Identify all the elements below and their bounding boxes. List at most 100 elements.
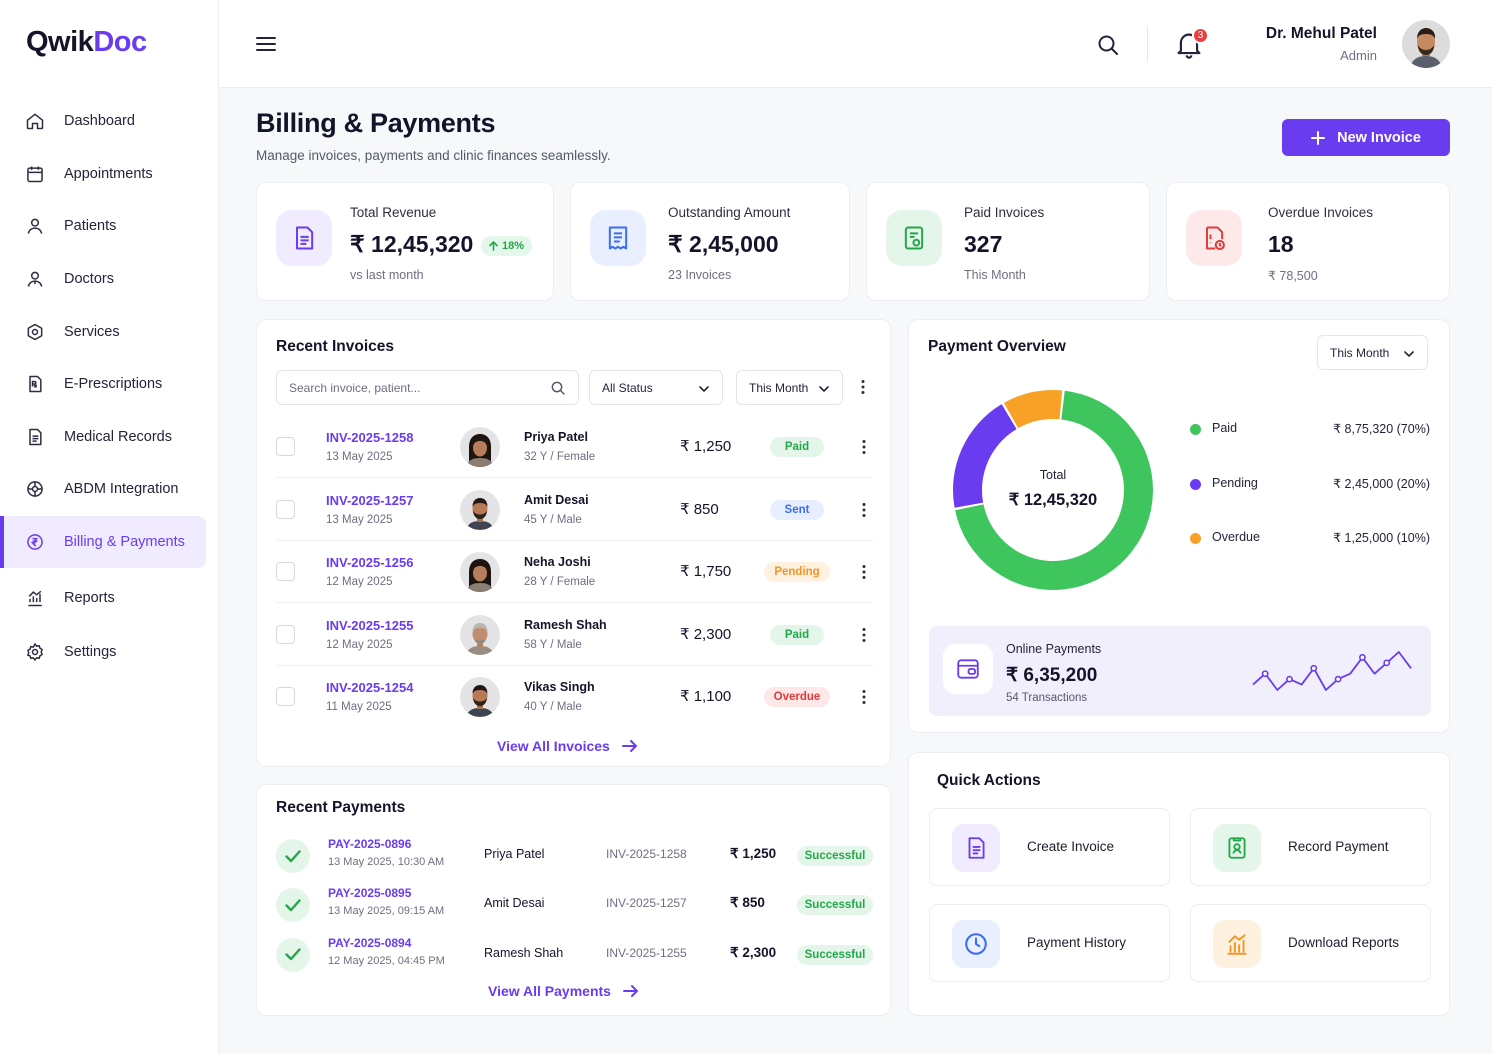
sidebar-item-patients[interactable]: Patients	[0, 200, 219, 252]
chart-icon	[28, 590, 42, 607]
receipt-icon	[590, 210, 646, 266]
sidebar-item-abdm-integration[interactable]: ABDM Integration	[0, 463, 219, 515]
brand-logo[interactable]: QwikDoc	[26, 26, 147, 59]
row-checkbox[interactable]	[276, 562, 295, 582]
list-item[interactable]: PAY-2025-0894 12 May 2025, 04:45 PM Ramesh…	[276, 932, 874, 981]
sidebar-item-reports[interactable]: Reports	[0, 572, 219, 624]
payment-amount: ₹ 2,300	[730, 944, 777, 960]
check-circle-icon	[276, 888, 310, 923]
clock-icon	[952, 920, 1000, 968]
sidebar-item-e-prescriptions[interactable]: E-Prescriptions	[0, 358, 219, 410]
download-reports-button[interactable]: Download Reports	[1190, 904, 1431, 982]
more-options-icon[interactable]	[856, 502, 872, 518]
list-item[interactable]: PAY-2025-0895 13 May 2025, 09:15 AM Amit D…	[276, 882, 874, 931]
sidebar-item-appointments[interactable]: Appointments	[0, 148, 219, 200]
status-badge: Overdue	[764, 687, 830, 708]
payment-id[interactable]: PAY-2025-0896	[328, 837, 412, 851]
row-checkbox[interactable]	[276, 437, 295, 456]
period-filter-select[interactable]: This Month	[736, 370, 843, 405]
payment-history-button[interactable]: Payment History	[929, 904, 1170, 982]
integration-icon	[27, 481, 43, 497]
stat-card-total-revenue: Total Revenue ₹ 12,45,320 18% vs last mo…	[256, 182, 554, 301]
patient-meta: 58 Y / Male	[524, 638, 582, 651]
sidebar-item-label: E-Prescriptions	[64, 376, 163, 392]
status-badge: Successful	[797, 846, 873, 866]
record-payment-button[interactable]: Record Payment	[1190, 808, 1431, 886]
search-placeholder: Search invoice, patient...	[289, 380, 421, 395]
chevron-down-icon	[1404, 351, 1414, 358]
more-options-icon[interactable]	[856, 689, 872, 705]
overview-period-value: This Month	[1330, 345, 1390, 360]
avatar[interactable]	[1402, 20, 1450, 68]
table-row[interactable]: INV-2025-1257 13 May 2025 Amit Desai 45 Y /…	[276, 479, 873, 541]
period-filter-value: This Month	[749, 380, 809, 395]
sidebar-item-billing-payments[interactable]: Billing & Payments	[0, 516, 206, 568]
status-badge: Paid	[770, 437, 824, 457]
list-item[interactable]: PAY-2025-0896 13 May 2025, 10:30 AM Priya …	[276, 833, 874, 882]
table-row[interactable]: INV-2025-1255 12 May 2025 Ramesh Shah 58 Y …	[276, 604, 873, 666]
patient-name: Amit Desai	[524, 492, 589, 507]
legend-dot	[1190, 533, 1201, 544]
table-row[interactable]: INV-2025-1254 11 May 2025 Vikas Singh 40 Y …	[276, 666, 873, 728]
sidebar-item-services[interactable]: Services	[0, 306, 219, 358]
invoice-id[interactable]: INV-2025-1257	[326, 492, 414, 508]
sidebar-item-dashboard[interactable]: Dashboard	[0, 95, 219, 147]
sidebar-item-medical-records[interactable]: Medical Records	[0, 411, 219, 463]
user-name[interactable]: Dr. Mehul Patel	[1265, 25, 1377, 42]
quick-action-label: Create Invoice	[1027, 839, 1115, 854]
table-row[interactable]: INV-2025-1258 13 May 2025 Priya Patel 32 Y …	[276, 416, 873, 478]
avatar	[460, 677, 500, 718]
more-options-icon[interactable]	[856, 564, 872, 580]
create-invoice-button[interactable]: Create Invoice	[929, 808, 1170, 886]
calendar-icon	[27, 166, 43, 183]
check-circle-icon	[276, 839, 310, 873]
view-all-invoices-link[interactable]: View All Invoices	[497, 738, 638, 754]
donut-slice-pending	[953, 404, 1017, 508]
row-checkbox[interactable]	[276, 687, 295, 707]
table-row[interactable]: INV-2025-1256 12 May 2025 Neha Joshi 28 Y /…	[276, 541, 873, 604]
new-invoice-button[interactable]: New Invoice	[1282, 119, 1450, 156]
donut-center-label: Total	[1039, 468, 1067, 482]
new-invoice-label: New Invoice	[1337, 129, 1421, 146]
sparkline-point	[1383, 659, 1391, 667]
trend-badge: 18%	[481, 236, 533, 256]
chevron-down-icon	[699, 386, 709, 393]
search-icon[interactable]	[1096, 33, 1120, 57]
invoice-date: 11 May 2025	[326, 701, 392, 714]
patient-name: Vikas Singh	[524, 680, 595, 695]
hamburger-menu-icon[interactable]	[255, 34, 277, 54]
more-options-icon[interactable]	[855, 379, 871, 395]
legend-dot	[1190, 478, 1201, 490]
overview-period-select[interactable]: This Month	[1317, 335, 1428, 370]
status-filter-value: All Status	[602, 380, 653, 395]
row-checkbox[interactable]	[276, 624, 295, 644]
payer-name: Amit Desai	[484, 896, 545, 911]
invoice-id[interactable]: INV-2025-1255	[326, 617, 414, 633]
invoice-id[interactable]: INV-2025-1258	[326, 430, 414, 445]
payment-id[interactable]: PAY-2025-0895	[328, 886, 412, 901]
recent-invoices-card: Recent Invoices Search invoice, patient.…	[256, 319, 891, 767]
more-options-icon[interactable]	[856, 627, 872, 643]
payment-donut-chart	[953, 390, 1153, 590]
view-all-payments-link[interactable]: View All Payments	[488, 983, 639, 999]
top-bar: 3 Dr. Mehul Patel Admin	[219, 0, 1492, 88]
sidebar-item-settings[interactable]: Settings	[0, 626, 219, 678]
sidebar-item-doctors[interactable]: Doctors	[0, 253, 219, 305]
invoice-id[interactable]: INV-2025-1256	[326, 555, 414, 571]
payment-id[interactable]: PAY-2025-0894	[328, 935, 412, 950]
section-title: Quick Actions	[937, 772, 1041, 789]
sparkline-point	[1310, 664, 1318, 672]
donut-slice-overdue	[1003, 390, 1063, 429]
sidebar-item-label: Doctors	[64, 271, 114, 287]
payment-amount: ₹ 1,250	[730, 846, 777, 861]
status-filter-select[interactable]: All Status	[589, 370, 723, 405]
online-payments-box: Online Payments ₹ 6,35,200 54 Transactio…	[929, 626, 1431, 716]
invoice-id[interactable]: INV-2025-1254	[326, 680, 414, 696]
legend-label: Overdue	[1212, 530, 1260, 544]
invoice-search-input[interactable]: Search invoice, patient...	[276, 370, 579, 405]
invoice-amount: ₹ 1,250	[680, 438, 732, 455]
row-checkbox[interactable]	[276, 499, 295, 519]
more-options-icon[interactable]	[856, 439, 872, 455]
section-title: Payment Overview	[928, 338, 1066, 355]
payment-datetime: 13 May 2025, 09:15 AM	[328, 905, 445, 918]
